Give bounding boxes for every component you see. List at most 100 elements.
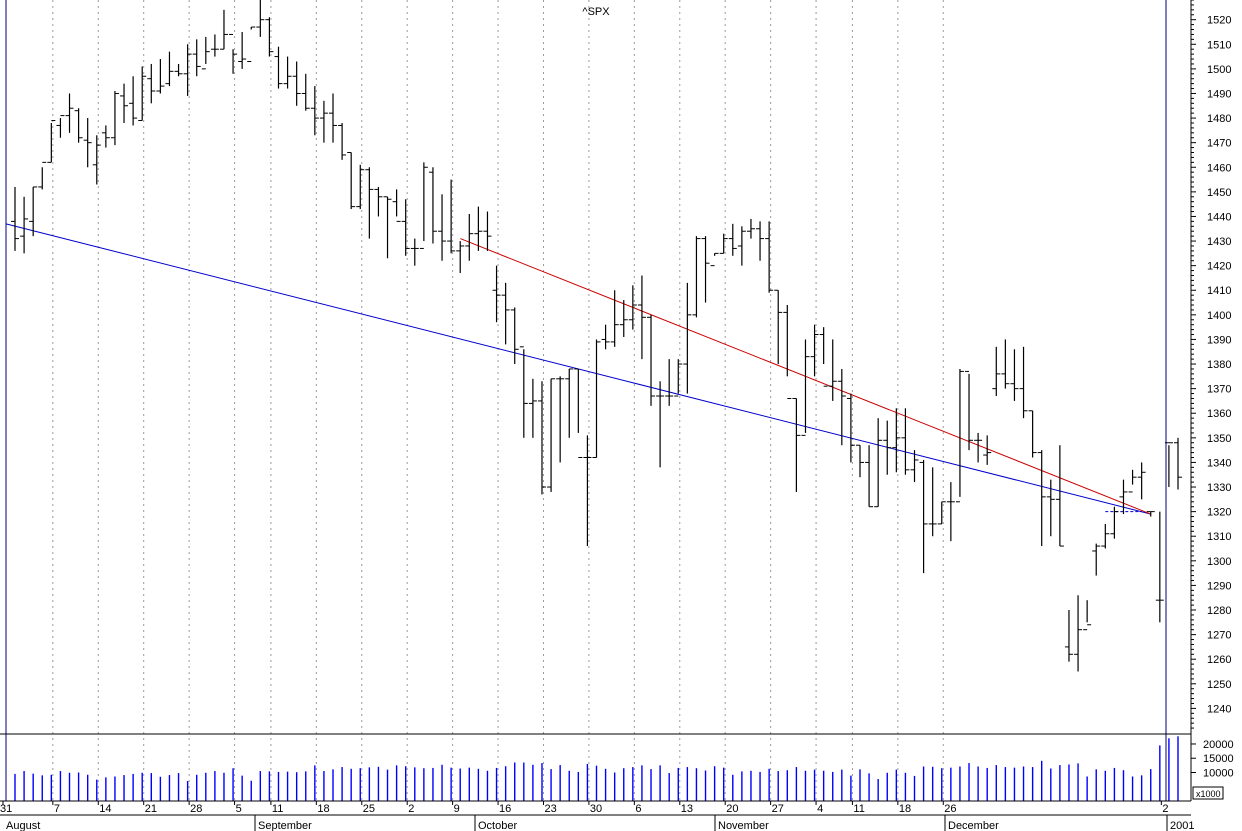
day-tick-label: 11 [853,803,864,815]
day-tick-label: 14 [99,803,111,815]
day-tick-label: 6 [635,803,641,815]
ohlc-bar [565,368,574,438]
ohlc-bar [1046,479,1055,537]
ohlc-bar [647,314,656,406]
price-tick-label: 1390 [1207,334,1231,346]
ohlc-bar [256,0,265,37]
ohlc-bar [347,152,356,210]
ohlc-bar [338,122,347,160]
day-tick-label: 5 [236,803,242,815]
price-tick-label: 1430 [1207,236,1231,248]
ohlc-bar [1119,479,1128,515]
ohlc-bar [701,236,710,303]
ohlc-bar [865,445,874,508]
day-tick-label: 25 [363,803,375,815]
ohlc-bar [301,73,310,111]
ohlc-bar [1074,595,1083,672]
ohlc-bar [147,63,156,104]
month-label: September [258,820,312,831]
month-label: August [6,820,40,831]
month-label: November [718,820,769,831]
ohlc-bar [392,189,401,222]
ohlc-bar [29,186,38,237]
price-tick-label: 1290 [1207,580,1231,592]
day-tick-label: 13 [681,803,693,815]
ohlc-bar [992,346,1001,397]
ohlc-bar [65,93,74,133]
ohlc-bar [901,408,910,475]
ohlc-bar [229,33,238,74]
volume-unit-box [1192,786,1224,800]
day-tick-label: 11 [272,803,283,815]
ohlc-bar [83,118,92,168]
price-tick-label: 1250 [1207,679,1231,691]
price-tick-label: 1400 [1207,310,1231,322]
ohlc-bar [1092,543,1101,576]
price-tick-label: 1270 [1207,630,1231,642]
ohlc-bar [547,378,556,492]
ohlc-bar [101,125,110,148]
ohlc-bar [219,9,228,50]
ohlc-bar [665,359,674,406]
ohlc-bar [329,93,338,143]
ohlc-bar [238,31,247,69]
ohlc-bar [819,327,828,387]
volume-tick-label: 10000 [1203,767,1234,779]
ohlc-bar [828,339,837,401]
ohlc-bar [656,381,665,468]
ohlc-bar [283,56,292,89]
ohlc-bar [1146,511,1155,517]
ohlc-bar [38,161,47,190]
ohlc-bar [56,115,65,138]
day-tick-label: 4 [817,803,823,815]
ohlc-bar [519,346,528,438]
ohlc-bar [11,186,19,251]
ohlc-bar [1055,445,1064,547]
ohlc-bar [883,420,892,475]
ohlc-bar [1028,410,1037,458]
ohlc-bar [892,408,901,473]
ohlc-bar [1155,511,1164,623]
price-tick-label: 1350 [1207,433,1231,445]
ohlc-bar [746,218,755,239]
day-tick-label: 2 [1162,803,1168,815]
day-tick-label: 26 [944,803,956,815]
chart-title: ^SPX [582,6,610,18]
ohlc-bar [465,213,474,261]
ohlc-bar [156,59,165,94]
ohlc-bar [801,339,810,436]
ohlc-bar [928,467,937,537]
gridlines [52,0,944,801]
ohlc-bar [129,76,138,126]
ohlc-bar [292,61,301,106]
ohlc-bar [1019,346,1028,419]
ohlc-bar [401,199,410,256]
ohlc-bar [456,241,465,274]
price-tick-label: 1440 [1207,211,1231,223]
price-tick-label: 1280 [1207,605,1231,617]
ohlc-bar [120,83,129,123]
volume-unit-label: x1000 [1196,789,1221,799]
price-tick-label: 1340 [1207,457,1231,469]
ohlc-bar [474,206,483,251]
ohlc-bar [274,46,283,89]
ohlc-bar [528,378,537,438]
ohlc-bar [855,444,864,478]
price-tick-label: 1480 [1207,113,1231,125]
ohlc-bar [483,211,492,251]
price-tick-label: 1520 [1207,15,1231,27]
price-bars [11,0,1182,672]
ohlc-bar [792,397,801,492]
ohlc-bar [728,223,737,256]
day-tick-label: 30 [590,803,602,815]
ohlc-bar [210,34,219,57]
ohlc-bar [846,393,855,463]
day-tick-label: 16 [499,803,511,815]
ohlc-bar [1110,506,1119,539]
ohlc-bar [683,282,692,394]
ohlc-bar [365,167,374,239]
ohlc-bar [1010,349,1019,401]
ohlc-bar [419,162,428,249]
price-tick-label: 1360 [1207,408,1231,420]
